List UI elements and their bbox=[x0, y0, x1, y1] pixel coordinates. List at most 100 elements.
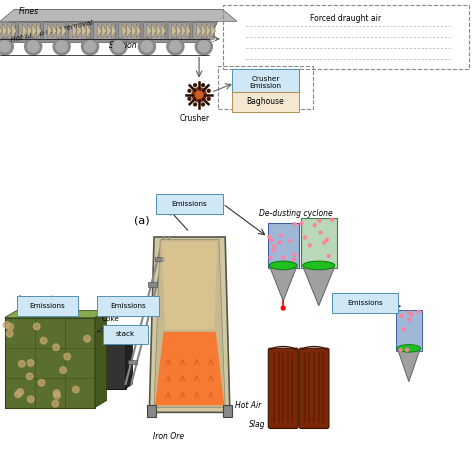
FancyBboxPatch shape bbox=[232, 92, 299, 112]
Circle shape bbox=[281, 306, 285, 310]
Text: Hot air to dust removal: Hot air to dust removal bbox=[9, 19, 93, 43]
Polygon shape bbox=[7, 24, 12, 38]
Circle shape bbox=[27, 396, 34, 402]
Circle shape bbox=[54, 392, 60, 399]
Circle shape bbox=[309, 244, 311, 247]
Circle shape bbox=[327, 255, 330, 257]
FancyBboxPatch shape bbox=[147, 405, 156, 417]
Circle shape bbox=[110, 38, 127, 55]
Polygon shape bbox=[0, 9, 223, 43]
Polygon shape bbox=[122, 24, 127, 38]
Circle shape bbox=[331, 218, 334, 221]
Circle shape bbox=[56, 41, 67, 52]
Polygon shape bbox=[5, 310, 107, 318]
Polygon shape bbox=[72, 24, 77, 38]
Circle shape bbox=[323, 241, 326, 244]
Polygon shape bbox=[206, 24, 211, 38]
Circle shape bbox=[53, 344, 59, 351]
Polygon shape bbox=[211, 24, 216, 38]
Circle shape bbox=[408, 311, 410, 314]
Polygon shape bbox=[162, 242, 217, 329]
Circle shape bbox=[7, 323, 14, 330]
FancyBboxPatch shape bbox=[5, 318, 95, 408]
Circle shape bbox=[60, 367, 66, 374]
Text: Emissions: Emissions bbox=[172, 201, 208, 207]
Polygon shape bbox=[2, 24, 7, 38]
Text: Fines: Fines bbox=[19, 7, 39, 16]
FancyBboxPatch shape bbox=[97, 296, 159, 316]
Circle shape bbox=[207, 90, 210, 92]
Circle shape bbox=[18, 360, 25, 367]
Circle shape bbox=[188, 97, 191, 100]
FancyBboxPatch shape bbox=[17, 296, 78, 316]
Polygon shape bbox=[172, 24, 176, 38]
FancyBboxPatch shape bbox=[396, 310, 422, 351]
Text: Emissions: Emissions bbox=[347, 301, 383, 306]
Circle shape bbox=[192, 88, 206, 102]
FancyBboxPatch shape bbox=[156, 194, 223, 214]
Polygon shape bbox=[127, 24, 132, 38]
FancyBboxPatch shape bbox=[128, 360, 137, 365]
FancyBboxPatch shape bbox=[232, 69, 299, 97]
Circle shape bbox=[167, 38, 184, 55]
Circle shape bbox=[170, 41, 181, 52]
Polygon shape bbox=[398, 351, 419, 382]
Circle shape bbox=[279, 234, 282, 237]
Circle shape bbox=[141, 41, 153, 52]
Polygon shape bbox=[126, 327, 133, 389]
Circle shape bbox=[198, 41, 210, 52]
Polygon shape bbox=[52, 24, 57, 38]
Polygon shape bbox=[156, 24, 161, 38]
Circle shape bbox=[400, 314, 403, 317]
Circle shape bbox=[27, 373, 33, 380]
Polygon shape bbox=[149, 237, 230, 412]
FancyBboxPatch shape bbox=[118, 22, 140, 39]
Circle shape bbox=[40, 337, 47, 344]
FancyBboxPatch shape bbox=[135, 334, 144, 338]
FancyBboxPatch shape bbox=[141, 308, 151, 313]
Circle shape bbox=[201, 103, 204, 106]
Polygon shape bbox=[12, 24, 17, 38]
Polygon shape bbox=[152, 24, 156, 38]
FancyBboxPatch shape bbox=[18, 22, 40, 39]
Circle shape bbox=[195, 91, 203, 99]
Text: (a): (a) bbox=[135, 215, 150, 226]
Polygon shape bbox=[137, 24, 141, 38]
Text: Iron ore +
Limestone: Iron ore + Limestone bbox=[19, 295, 56, 308]
FancyBboxPatch shape bbox=[0, 22, 16, 39]
Text: Crusher: Crusher bbox=[179, 114, 210, 123]
Circle shape bbox=[195, 38, 212, 55]
Circle shape bbox=[64, 353, 71, 360]
Text: stack: stack bbox=[116, 331, 135, 337]
FancyBboxPatch shape bbox=[44, 22, 65, 39]
Polygon shape bbox=[154, 239, 225, 408]
Circle shape bbox=[269, 256, 272, 259]
Polygon shape bbox=[303, 268, 334, 306]
Polygon shape bbox=[97, 24, 102, 38]
Polygon shape bbox=[62, 24, 66, 38]
Text: Forced draught air: Forced draught air bbox=[310, 14, 382, 23]
Circle shape bbox=[319, 231, 322, 234]
Circle shape bbox=[292, 258, 295, 261]
Circle shape bbox=[3, 321, 10, 328]
Circle shape bbox=[25, 38, 42, 55]
Polygon shape bbox=[27, 24, 32, 38]
Circle shape bbox=[399, 348, 402, 351]
Circle shape bbox=[282, 256, 284, 259]
Circle shape bbox=[0, 41, 10, 52]
Text: Emissions: Emissions bbox=[29, 303, 65, 309]
Text: De-dusting cyclone: De-dusting cyclone bbox=[259, 209, 333, 218]
Polygon shape bbox=[155, 332, 224, 405]
Circle shape bbox=[408, 318, 410, 321]
Circle shape bbox=[300, 222, 303, 225]
Polygon shape bbox=[32, 24, 36, 38]
FancyBboxPatch shape bbox=[268, 348, 298, 428]
Text: Hot Air: Hot Air bbox=[235, 401, 261, 410]
Polygon shape bbox=[0, 9, 237, 21]
FancyBboxPatch shape bbox=[93, 22, 115, 39]
FancyBboxPatch shape bbox=[69, 22, 90, 39]
Polygon shape bbox=[95, 310, 107, 408]
Polygon shape bbox=[86, 24, 91, 38]
FancyBboxPatch shape bbox=[168, 22, 190, 39]
Circle shape bbox=[6, 330, 13, 337]
